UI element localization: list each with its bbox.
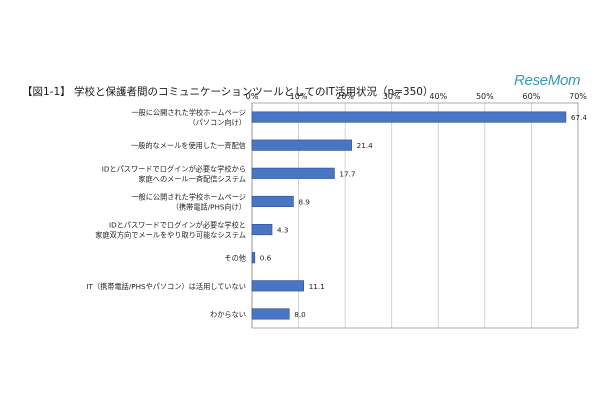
category-label: 一般に公開された学校ホームページ (131, 108, 246, 117)
category-label: IDとパスワードでログインが必要な学校から (102, 164, 246, 173)
plot-area (252, 103, 578, 328)
x-tick-label: 60% (523, 92, 541, 101)
category-label: 家庭へのメール一斉配信システム (138, 174, 246, 183)
data-label: 8.9 (298, 197, 310, 206)
bar (251, 308, 290, 320)
chart-title: 【図1-1】 学校と保護者間のコミュニケーションツールとしてのIT活用状況（n=… (22, 86, 434, 98)
category-label: IT（携帯電話/PHSやパソコン）は活用していない (86, 282, 246, 291)
data-label: 0.6 (260, 254, 272, 263)
x-tick-label: 50% (476, 92, 494, 101)
category-label: IDとパスワードでログインが必要な学校と (109, 221, 246, 230)
bar (251, 252, 256, 264)
plot-border (251, 102, 579, 329)
data-label: 8.0 (294, 310, 306, 319)
category-label: 家庭双方向でメールをやり取り可能なシステム (95, 231, 246, 240)
bar (251, 111, 567, 123)
category-label: 一般に公開された学校ホームページ (131, 192, 246, 201)
bar (251, 167, 335, 179)
data-label: 17.7 (339, 169, 355, 178)
category-label: （パソコン向け） (188, 118, 246, 127)
bar (251, 224, 273, 236)
data-label: 4.3 (277, 226, 288, 235)
data-label: 21.4 (357, 141, 373, 150)
x-tick-label: 70% (569, 92, 587, 101)
data-label: 67.4 (571, 113, 587, 122)
bar (251, 280, 304, 292)
category-label: （携帯電話/PHS向け） (172, 202, 246, 211)
category-label: その他 (224, 254, 246, 263)
data-label: 11.1 (309, 282, 325, 291)
x-tick-label: 30% (383, 92, 401, 101)
category-label: わからない (210, 310, 246, 319)
x-tick-label: 20% (336, 92, 354, 101)
category-label: 一般的なメールを使用した一斉配信 (131, 141, 246, 150)
x-tick-label: 10% (290, 92, 308, 101)
bar (251, 139, 352, 151)
x-tick-label: 40% (429, 92, 447, 101)
resemom-watermark: ReseMom (514, 72, 581, 89)
bar (251, 195, 294, 207)
x-tick-label: 0% (246, 92, 259, 101)
